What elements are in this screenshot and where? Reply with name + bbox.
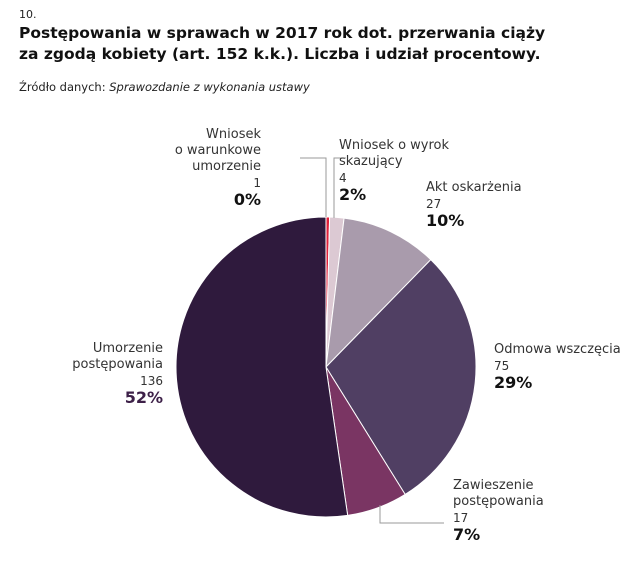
- slice-count: 136: [140, 374, 163, 388]
- chart-title: Postępowania w sprawach w 2017 rok dot. …: [19, 23, 619, 65]
- slice-label-text: Wniosek: [206, 127, 261, 142]
- leader-line-wyrok: [333, 157, 346, 218]
- data-source: Źródło danych: Sprawozdanie z wykonania …: [19, 80, 310, 94]
- slice-label-text: Umorzenie: [92, 341, 163, 356]
- slice-label-text: o warunkowe: [174, 143, 261, 158]
- slice-label-wyrok: Wniosek o wyrok skazujący 4 2%: [339, 138, 449, 203]
- leader-line-zawieszenie: [379, 505, 444, 524]
- slice-label-text: Akt oskarżenia: [426, 180, 522, 195]
- chart-title-line-2: za zgodą kobiety (art. 152 k.k.). Liczba…: [19, 45, 541, 63]
- figure-number: 10.: [19, 8, 37, 21]
- leader-line-warunkowe: [300, 157, 327, 217]
- slice-count: 4: [339, 171, 347, 185]
- slice-label-text: Wniosek o wyrok: [339, 138, 450, 153]
- slice-percent: 7%: [453, 525, 481, 544]
- slice-label-umorzenie: Umorzenie postępowania 136 52%: [72, 341, 163, 406]
- pie-slice-akt: [325, 217, 432, 369]
- slice-count: 17: [453, 511, 469, 525]
- data-source-value: Sprawozdanie z wykonania ustawy: [109, 80, 310, 94]
- slice-count: 75: [494, 359, 510, 373]
- leader-lines: [300, 157, 444, 524]
- slice-percent: 29%: [494, 373, 533, 392]
- slice-label-akt: Akt oskarżenia 27 10%: [426, 180, 522, 229]
- slice-label-odmowa: Odmowa wszczęcia 75 29%: [494, 342, 621, 391]
- slice-percent: 52%: [124, 388, 163, 407]
- pie-slices: [175, 216, 477, 518]
- slice-percent: 2%: [339, 185, 367, 204]
- slice-label-text: Odmowa wszczęcia: [494, 342, 621, 357]
- pie-slice-umorzenie: [175, 216, 349, 518]
- chart-title-line-1: Postępowania w sprawach w 2017 rok dot. …: [19, 24, 546, 42]
- slice-label-text: postępowania: [453, 494, 544, 509]
- slice-count: 27: [426, 197, 442, 211]
- slice-percent: 0%: [233, 190, 261, 209]
- data-source-label: Źródło danych:: [19, 80, 106, 94]
- slice-percent: 10%: [426, 211, 465, 230]
- slice-label-warunkowe: Wniosek o warunkowe umorzenie 1 0%: [175, 127, 261, 208]
- slice-label-text: postępowania: [72, 357, 163, 372]
- slice-label-text: Zawieszenie: [453, 478, 534, 493]
- pie-slice-odmowa: [325, 258, 477, 496]
- slice-label-text: umorzenie: [192, 159, 261, 174]
- slice-count: 1: [253, 176, 261, 190]
- slice-label-zawieszenie: Zawieszenie postępowania 17 7%: [453, 478, 544, 543]
- slice-label-text: skazujący: [339, 154, 403, 169]
